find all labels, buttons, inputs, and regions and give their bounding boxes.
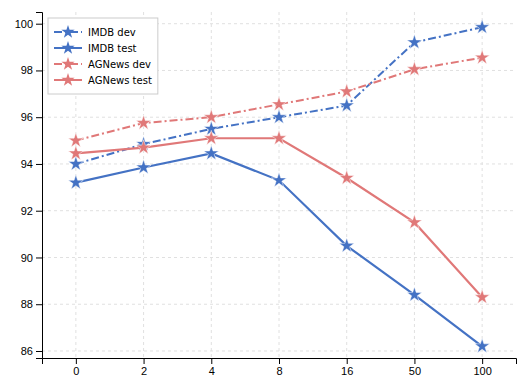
tick-label: 96 [21, 111, 33, 123]
tick-label: 92 [21, 205, 33, 217]
data-point [271, 96, 286, 110]
y-tick: 98 [21, 64, 42, 76]
tick-label: 98 [21, 64, 33, 76]
tick-mark [482, 358, 483, 364]
grid [42, 12, 516, 358]
data-point [68, 146, 83, 160]
tick-label: 100 [473, 365, 491, 377]
data-point [68, 175, 83, 189]
data-point [204, 109, 219, 123]
tick-label: 88 [21, 298, 33, 310]
legend-item: IMDB test [54, 41, 137, 54]
data-point [204, 130, 219, 144]
tick-mark [279, 358, 280, 364]
grid-line [211, 12, 212, 358]
data-point [407, 287, 422, 301]
x-tick: 0 [73, 358, 79, 377]
data-point [271, 109, 286, 123]
series-line [76, 153, 482, 346]
x-tick: 4 [209, 358, 215, 377]
legend-label: IMDB dev [88, 27, 136, 38]
tick-mark [36, 257, 42, 258]
tick-mark [144, 358, 145, 364]
data-point [475, 289, 490, 303]
x-tick: 100 [473, 358, 491, 377]
y-tick: 96 [21, 111, 42, 123]
grid-line [346, 12, 347, 358]
tick-mark [36, 70, 42, 71]
data-point [475, 338, 490, 352]
legend-label: AGNews dev [88, 59, 151, 70]
grid-line [482, 12, 483, 358]
chart: 0248165010086889092949698100IMDB devIMDB… [0, 0, 530, 388]
legend: IMDB dev IMDB test AGNews dev AGNews test [48, 18, 158, 94]
y-tick: 94 [21, 158, 42, 170]
data-point [339, 98, 354, 112]
tick-mark [414, 358, 415, 364]
plot: 0248165010086889092949698100IMDB devIMDB… [15, 12, 517, 377]
tick-label: 0 [73, 365, 79, 377]
axis-line [43, 359, 517, 365]
y-axis: 86 88 90 92 94 96 98 100 [15, 13, 43, 359]
tick-mark [36, 211, 42, 212]
grid-line [279, 12, 280, 358]
data-point [271, 172, 286, 186]
series-group [68, 19, 489, 352]
axis-line [36, 13, 43, 359]
legend-item: AGNews dev [54, 57, 151, 70]
x-tick: 16 [341, 358, 353, 377]
data-point [475, 19, 490, 33]
data-point [204, 146, 219, 160]
data-point [68, 156, 83, 170]
tick-label: 4 [209, 365, 215, 377]
data-point [339, 84, 354, 98]
x-tick: 8 [276, 358, 282, 377]
tick-mark [36, 24, 42, 25]
data-point [136, 160, 151, 174]
legend-item: AGNews test [54, 73, 152, 86]
legend-marker [61, 41, 74, 54]
x-axis: 0 2 4 8 16 50 100 [43, 358, 517, 377]
tick-label: 86 [21, 345, 33, 357]
tick-mark [347, 358, 348, 364]
tick-label: 50 [409, 365, 421, 377]
tick-label: 90 [21, 251, 33, 263]
y-tick: 86 [21, 345, 42, 357]
data-point [407, 215, 422, 229]
x-tick: 50 [409, 358, 421, 377]
series-line [76, 138, 482, 297]
legend-label: IMDB test [88, 43, 137, 54]
data-point [271, 130, 286, 144]
tick-mark [211, 358, 212, 364]
grid-line [42, 304, 516, 305]
tick-mark [36, 117, 42, 118]
legend-marker [61, 25, 74, 38]
legend-label: AGNews test [88, 75, 152, 86]
legend-box [48, 18, 158, 94]
tick-mark [76, 358, 77, 364]
legend-marker [61, 57, 74, 70]
data-point [475, 50, 490, 64]
legend-marker [61, 73, 74, 86]
data-point [339, 170, 354, 184]
y-tick: 88 [21, 298, 42, 310]
tick-mark [36, 304, 42, 305]
legend-item: IMDB dev [54, 25, 136, 38]
x-tick: 2 [141, 358, 147, 377]
data-point [407, 61, 422, 75]
tick-label: 100 [15, 18, 33, 30]
tick-mark [36, 164, 42, 165]
tick-label: 8 [276, 365, 282, 377]
data-point [407, 34, 422, 48]
data-point [339, 238, 354, 252]
tick-mark [36, 351, 42, 352]
y-tick: 90 [21, 251, 42, 263]
tick-label: 16 [341, 365, 353, 377]
tick-label: 2 [141, 365, 147, 377]
data-point [136, 140, 151, 154]
tick-label: 94 [21, 158, 33, 170]
data-point [136, 115, 151, 129]
y-tick: 100 [15, 18, 42, 30]
y-tick: 92 [21, 205, 42, 217]
